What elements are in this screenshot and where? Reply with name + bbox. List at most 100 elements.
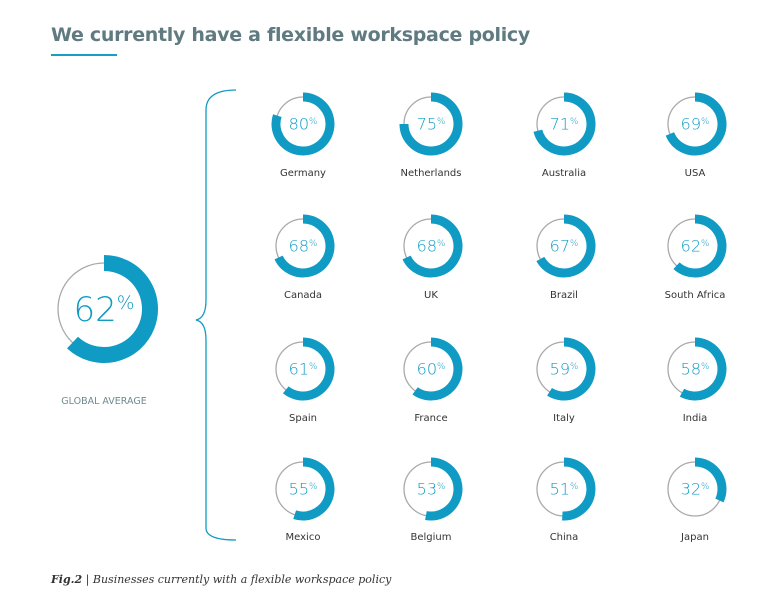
donut-arc bbox=[274, 214, 335, 278]
donut-label: France bbox=[414, 413, 447, 424]
value-number: 62 bbox=[681, 237, 701, 256]
percent-value: 80% bbox=[289, 115, 318, 134]
global-average-donut: 62% GLOBAL AVERAGE bbox=[57, 255, 158, 407]
donut-arc bbox=[271, 92, 335, 156]
country-donut-usa: 69% USA bbox=[665, 92, 727, 179]
percent-value: 58% bbox=[681, 360, 710, 379]
value-number: 68 bbox=[289, 237, 309, 256]
donut-label: Belgium bbox=[411, 532, 452, 543]
value-number: 68 bbox=[417, 237, 437, 256]
percent-sign: % bbox=[701, 362, 709, 372]
donut-label: UK bbox=[424, 290, 438, 301]
donut-arc bbox=[399, 92, 463, 156]
country-donut-mexico: 55% Mexico bbox=[275, 457, 335, 543]
percent-value: 60% bbox=[417, 360, 446, 379]
percent-value: 32% bbox=[681, 480, 710, 499]
country-donut-china: 51% China bbox=[536, 457, 596, 543]
percent-value: 75% bbox=[417, 115, 446, 134]
percent-sign: % bbox=[701, 117, 709, 127]
percent-sign: % bbox=[570, 482, 578, 492]
donut-label: GLOBAL AVERAGE bbox=[61, 396, 146, 407]
country-donut-australia: 71% Australia bbox=[533, 92, 596, 179]
country-donut-italy: 59% Italy bbox=[536, 337, 596, 424]
donut-arc bbox=[293, 457, 335, 521]
donut-arc bbox=[562, 457, 596, 521]
donut-arc bbox=[282, 337, 335, 401]
percent-value: 61% bbox=[289, 360, 318, 379]
value-number: 60 bbox=[417, 360, 437, 379]
title-underline bbox=[51, 54, 117, 56]
percent-value: 68% bbox=[289, 237, 318, 256]
percent-sign: % bbox=[437, 239, 445, 249]
value-number: 59 bbox=[550, 360, 570, 379]
donut-arc bbox=[533, 92, 596, 156]
grouping-brace bbox=[195, 89, 237, 541]
country-donut-south-africa: 62% South Africa bbox=[665, 214, 727, 301]
donut-label: Brazil bbox=[550, 290, 578, 301]
figure-caption: Fig.2 | Businesses currently with a flex… bbox=[51, 573, 391, 586]
percent-value: 59% bbox=[550, 360, 579, 379]
country-donut-france: 60% France bbox=[403, 337, 463, 424]
percent-sign: % bbox=[437, 117, 445, 127]
donut-arc bbox=[67, 255, 158, 363]
percent-sign: % bbox=[570, 362, 578, 372]
donut-label: India bbox=[683, 413, 708, 424]
percent-sign: % bbox=[117, 293, 135, 314]
donut-label: Japan bbox=[680, 532, 709, 543]
percent-sign: % bbox=[309, 482, 317, 492]
percent-value: 62% bbox=[681, 237, 710, 256]
percent-value: 71% bbox=[550, 115, 579, 134]
percent-sign: % bbox=[309, 362, 317, 372]
donut-label: Spain bbox=[289, 413, 317, 424]
donut-label: Australia bbox=[542, 168, 586, 179]
donut-label: Germany bbox=[280, 168, 326, 179]
donut-arc bbox=[665, 92, 727, 156]
percent-sign: % bbox=[437, 482, 445, 492]
caption-separator: | bbox=[85, 573, 90, 586]
country-donut-belgium: 53% Belgium bbox=[403, 457, 463, 543]
donut-arc bbox=[536, 214, 596, 278]
value-number: 69 bbox=[681, 115, 701, 134]
percent-value: 51% bbox=[550, 480, 579, 499]
percent-value: 53% bbox=[417, 480, 446, 499]
donut-label: Italy bbox=[553, 413, 575, 424]
value-number: 75 bbox=[417, 115, 437, 134]
donut-label: Canada bbox=[284, 290, 322, 301]
country-donut-netherlands: 75% Netherlands bbox=[399, 92, 463, 179]
donut-arc bbox=[679, 337, 727, 401]
percent-sign: % bbox=[309, 117, 317, 127]
percent-sign: % bbox=[570, 239, 578, 249]
country-donut-brazil: 67% Brazil bbox=[536, 214, 596, 301]
percent-value: 67% bbox=[550, 237, 579, 256]
percent-sign: % bbox=[570, 117, 578, 127]
percent-value: 69% bbox=[681, 115, 710, 134]
percent-value: 68% bbox=[417, 237, 446, 256]
percent-value: 62% bbox=[73, 290, 134, 330]
percent-value: 55% bbox=[289, 480, 318, 499]
donut-arc bbox=[547, 337, 596, 401]
percent-sign: % bbox=[701, 239, 709, 249]
donut-arc bbox=[402, 214, 463, 278]
country-donut-uk: 68% UK bbox=[402, 214, 463, 301]
value-number: 32 bbox=[681, 480, 701, 499]
country-donut-canada: 68% Canada bbox=[274, 214, 335, 301]
value-number: 80 bbox=[289, 115, 309, 134]
country-donut-spain: 61% Spain bbox=[275, 337, 335, 424]
donut-label: China bbox=[550, 532, 579, 543]
percent-sign: % bbox=[437, 362, 445, 372]
country-donut-japan: 32% Japan bbox=[667, 457, 727, 543]
page-title: We currently have a flexible workspace p… bbox=[51, 24, 530, 46]
donut-arc bbox=[673, 214, 727, 278]
donut-arc bbox=[425, 457, 463, 521]
caption-text: Businesses currently with a flexible wor… bbox=[92, 573, 392, 586]
value-number: 53 bbox=[417, 480, 437, 499]
country-donut-germany: 80% Germany bbox=[271, 92, 335, 179]
donut-label: Netherlands bbox=[401, 168, 462, 179]
value-number: 62 bbox=[73, 290, 116, 330]
donut-label: South Africa bbox=[665, 290, 726, 301]
donut-arc bbox=[412, 337, 463, 401]
donut-label: USA bbox=[685, 168, 706, 179]
value-number: 71 bbox=[550, 115, 570, 134]
donut-arc bbox=[694, 457, 727, 503]
